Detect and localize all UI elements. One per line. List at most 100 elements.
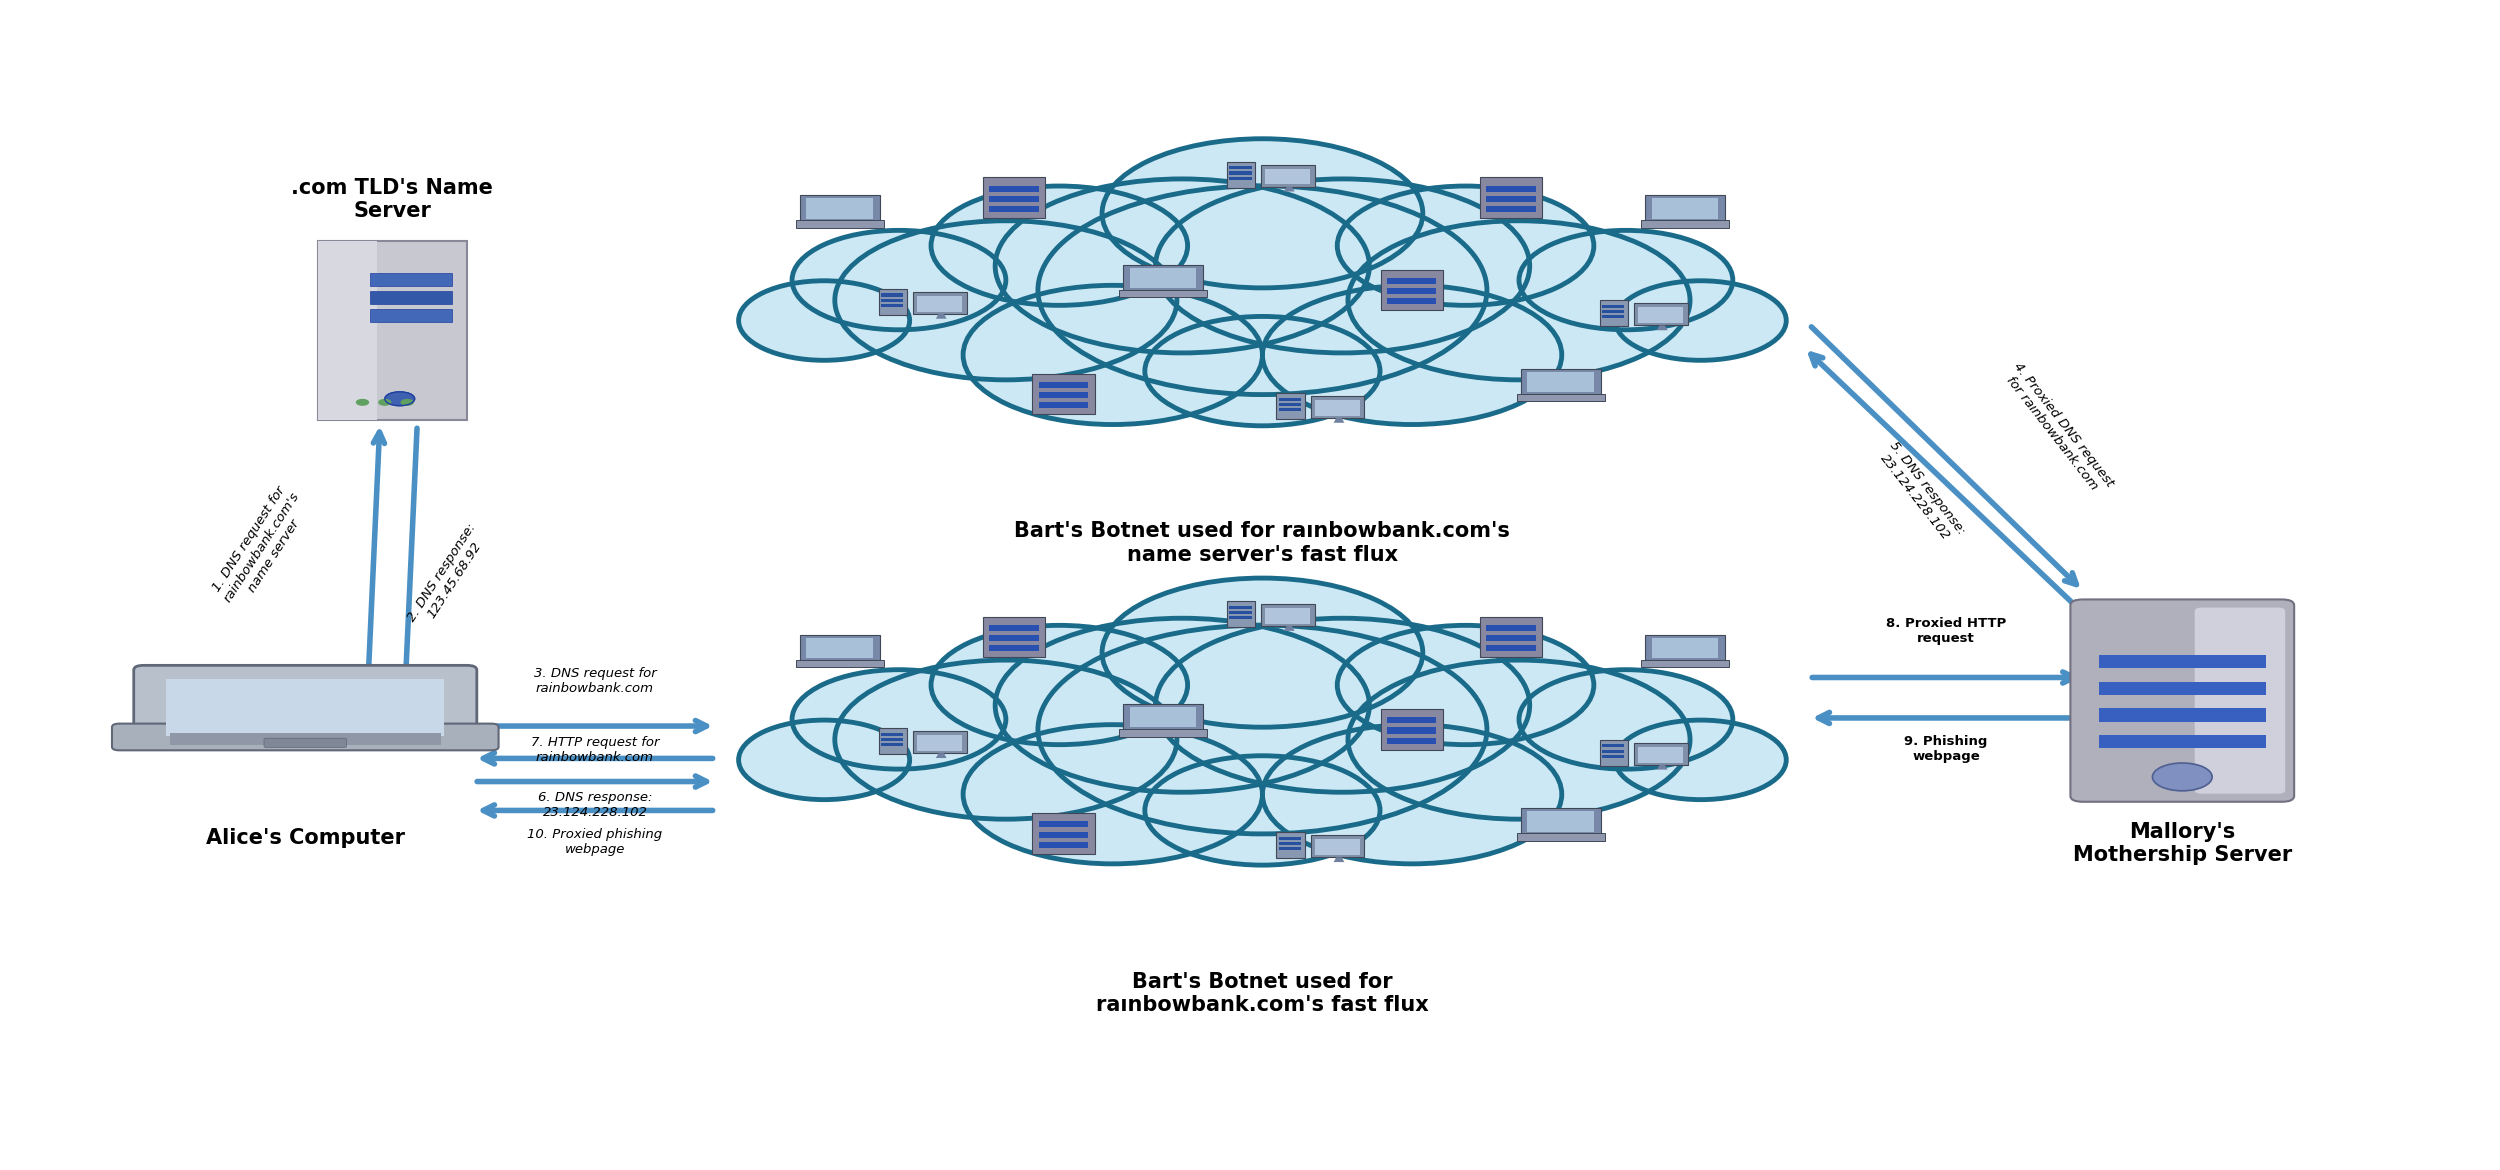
Circle shape (1262, 724, 1562, 863)
Circle shape (2152, 763, 2212, 791)
Circle shape (792, 669, 1005, 769)
FancyBboxPatch shape (1485, 206, 1535, 212)
FancyBboxPatch shape (918, 735, 962, 751)
Circle shape (1338, 625, 1595, 744)
Text: Alice's Computer: Alice's Computer (205, 828, 405, 848)
FancyBboxPatch shape (880, 732, 902, 736)
Circle shape (1348, 660, 1690, 819)
FancyBboxPatch shape (112, 723, 498, 750)
FancyBboxPatch shape (1518, 394, 1605, 401)
FancyBboxPatch shape (1528, 372, 1595, 392)
FancyBboxPatch shape (1520, 369, 1600, 394)
FancyBboxPatch shape (880, 738, 902, 741)
Polygon shape (935, 753, 948, 758)
FancyBboxPatch shape (1278, 408, 1302, 411)
Circle shape (1145, 756, 1380, 865)
FancyBboxPatch shape (1278, 847, 1302, 851)
FancyBboxPatch shape (918, 296, 962, 311)
Polygon shape (1332, 858, 1345, 862)
FancyBboxPatch shape (990, 645, 1038, 652)
Text: Bart's Botnet used for raınbowbank.com's
name server's fast flux: Bart's Botnet used for raınbowbank.com's… (1015, 522, 1510, 565)
Text: 2. DNS response:
123.45.68.92: 2. DNS response: 123.45.68.92 (405, 521, 490, 632)
Text: 5. DNS response:
23.124.228.102: 5. DNS response: 23.124.228.102 (1875, 439, 1968, 546)
FancyBboxPatch shape (1315, 839, 1360, 855)
FancyBboxPatch shape (1602, 310, 1625, 314)
FancyBboxPatch shape (1130, 268, 1198, 288)
FancyBboxPatch shape (800, 195, 880, 221)
FancyBboxPatch shape (990, 625, 1038, 631)
Text: 9. Phishing
webpage: 9. Phishing webpage (1905, 735, 1988, 763)
FancyBboxPatch shape (795, 660, 882, 667)
FancyBboxPatch shape (170, 732, 440, 744)
Circle shape (1520, 230, 1732, 330)
FancyBboxPatch shape (1485, 645, 1535, 652)
FancyBboxPatch shape (2100, 682, 2265, 695)
FancyBboxPatch shape (990, 206, 1038, 212)
Text: 6. DNS response:
23.124.228.102: 6. DNS response: 23.124.228.102 (538, 791, 652, 819)
FancyBboxPatch shape (1380, 709, 1442, 750)
FancyBboxPatch shape (880, 304, 902, 307)
FancyBboxPatch shape (1122, 264, 1202, 290)
FancyBboxPatch shape (1520, 808, 1600, 833)
Circle shape (1615, 720, 1788, 799)
FancyBboxPatch shape (2100, 655, 2265, 668)
FancyBboxPatch shape (1485, 195, 1535, 201)
FancyBboxPatch shape (1228, 601, 1255, 627)
FancyBboxPatch shape (1485, 625, 1535, 631)
FancyBboxPatch shape (1600, 301, 1628, 326)
Circle shape (1145, 316, 1380, 426)
FancyBboxPatch shape (808, 199, 872, 219)
FancyBboxPatch shape (1228, 161, 1255, 187)
Circle shape (1155, 179, 1530, 353)
Text: Mallory's
Mothership Server: Mallory's Mothership Server (2072, 823, 2292, 865)
Circle shape (380, 400, 390, 405)
Circle shape (792, 230, 1005, 330)
FancyBboxPatch shape (1230, 166, 1252, 170)
FancyBboxPatch shape (1600, 739, 1628, 765)
FancyBboxPatch shape (1310, 395, 1365, 418)
Text: .com TLD's Name
Server: .com TLD's Name Server (292, 178, 492, 221)
Circle shape (1038, 625, 1488, 834)
Text: 3. DNS request for
rainbowbank.com: 3. DNS request for rainbowbank.com (532, 667, 658, 695)
FancyBboxPatch shape (1038, 832, 1088, 838)
FancyBboxPatch shape (990, 195, 1038, 201)
FancyBboxPatch shape (1388, 737, 1438, 744)
FancyBboxPatch shape (1120, 729, 1208, 737)
FancyBboxPatch shape (912, 731, 968, 753)
FancyBboxPatch shape (1260, 604, 1315, 626)
FancyBboxPatch shape (318, 241, 378, 420)
Circle shape (1348, 221, 1690, 380)
FancyBboxPatch shape (1122, 704, 1202, 730)
FancyBboxPatch shape (808, 638, 872, 658)
FancyBboxPatch shape (370, 309, 452, 322)
FancyBboxPatch shape (1388, 717, 1438, 723)
FancyBboxPatch shape (1635, 303, 1688, 325)
FancyBboxPatch shape (1652, 638, 1718, 658)
FancyBboxPatch shape (1528, 811, 1595, 832)
FancyBboxPatch shape (370, 291, 452, 304)
Text: 8. Proxied HTTP
request: 8. Proxied HTTP request (1885, 617, 2005, 645)
FancyBboxPatch shape (990, 186, 1038, 192)
FancyBboxPatch shape (1265, 608, 1310, 624)
Circle shape (1038, 186, 1488, 394)
FancyBboxPatch shape (2195, 607, 2285, 793)
FancyBboxPatch shape (2100, 735, 2265, 749)
FancyBboxPatch shape (982, 617, 1045, 658)
FancyBboxPatch shape (1032, 813, 1095, 854)
FancyBboxPatch shape (1635, 743, 1688, 765)
FancyBboxPatch shape (1260, 165, 1315, 187)
FancyBboxPatch shape (1388, 728, 1438, 734)
Circle shape (962, 285, 1262, 425)
FancyBboxPatch shape (1130, 707, 1198, 728)
FancyBboxPatch shape (318, 241, 468, 420)
FancyBboxPatch shape (1230, 611, 1252, 614)
FancyBboxPatch shape (1602, 755, 1625, 758)
FancyBboxPatch shape (1485, 186, 1535, 192)
FancyBboxPatch shape (1645, 195, 1725, 221)
FancyBboxPatch shape (1645, 634, 1725, 660)
Circle shape (1102, 139, 1422, 288)
FancyBboxPatch shape (1652, 199, 1718, 219)
FancyBboxPatch shape (2100, 708, 2265, 722)
FancyBboxPatch shape (132, 666, 478, 746)
FancyBboxPatch shape (2070, 599, 2295, 801)
